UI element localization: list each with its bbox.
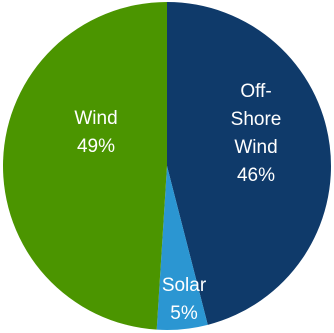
pie-slices [3, 2, 331, 330]
pie-slice-off-shore-wind [167, 2, 331, 325]
slice-name-line: Wind [234, 137, 277, 158]
slice-label-solar: Solar 5% [162, 275, 207, 324]
slice-label-off-shore-wind: Off- Shore Wind 46% [231, 81, 282, 186]
pie-slice-solar [156, 166, 208, 330]
slice-name-line: Wind [74, 108, 117, 129]
slice-name-line: Solar [162, 275, 207, 296]
slice-value-label: 5% [170, 303, 198, 324]
slice-value-label: 46% [237, 165, 275, 186]
slice-name-line: Off- [240, 81, 271, 102]
slice-label-wind: Wind 49% [74, 108, 117, 157]
slice-value-label: 49% [77, 136, 115, 157]
slice-name-line: Shore [231, 109, 282, 130]
pie-labels: Off- Shore Wind 46% Solar 5% Wind 49% [74, 81, 281, 324]
pie-slice-wind [3, 2, 167, 330]
